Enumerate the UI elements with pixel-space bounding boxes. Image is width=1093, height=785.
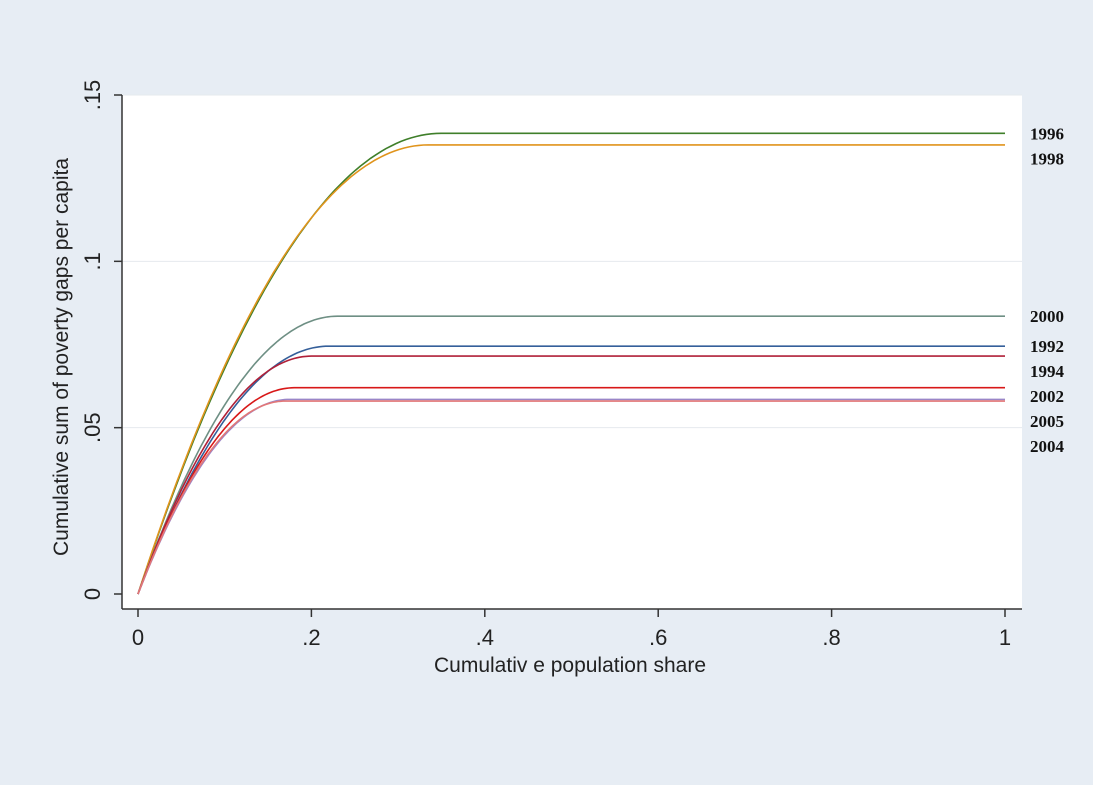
x-tick-label: .4: [476, 625, 494, 650]
y-tick-label: .15: [80, 80, 105, 111]
series-line-2004: [137, 400, 1005, 595]
axes: [121, 95, 1022, 610]
series-label-2000: 2000: [1030, 307, 1064, 326]
x-tick-label: 1: [999, 625, 1011, 650]
y-tick-label: 0: [80, 588, 105, 600]
series-line-1994: [137, 355, 1005, 595]
x-tick-label: .8: [822, 625, 840, 650]
axis-ticks: 0 .05 .1 .15 0 .2 .4 .6 .8 1: [80, 80, 1011, 650]
series-label-2002: 2002: [1030, 387, 1064, 406]
y-axis-title: Cumulative sum of poverty gaps per capit…: [50, 158, 73, 556]
series-label-1998: 1998: [1030, 149, 1064, 168]
series-label-1996: 1996: [1030, 124, 1064, 143]
series-label-2004: 2004: [1030, 437, 1065, 456]
x-axis-title: Cumulativ e population share: [434, 654, 706, 677]
series-line-1998: [137, 144, 1005, 595]
series-lines: [137, 132, 1005, 595]
x-tick-label: 0: [132, 625, 144, 650]
plot-area: [122, 95, 1022, 609]
y-tick-label: .05: [80, 412, 105, 443]
y-tick-label: .1: [80, 252, 105, 270]
series-label-1994: 1994: [1030, 362, 1065, 381]
series-labels: 1996 1998 2000 1992 1994 2002 2005 2004: [1030, 124, 1065, 456]
series-label-2005: 2005: [1030, 412, 1064, 431]
series-line-2000: [137, 315, 1005, 595]
x-tick-label: .6: [649, 625, 667, 650]
x-tick-label: .2: [302, 625, 320, 650]
series-label-1992: 1992: [1030, 337, 1064, 356]
gridlines: [122, 94, 1022, 429]
